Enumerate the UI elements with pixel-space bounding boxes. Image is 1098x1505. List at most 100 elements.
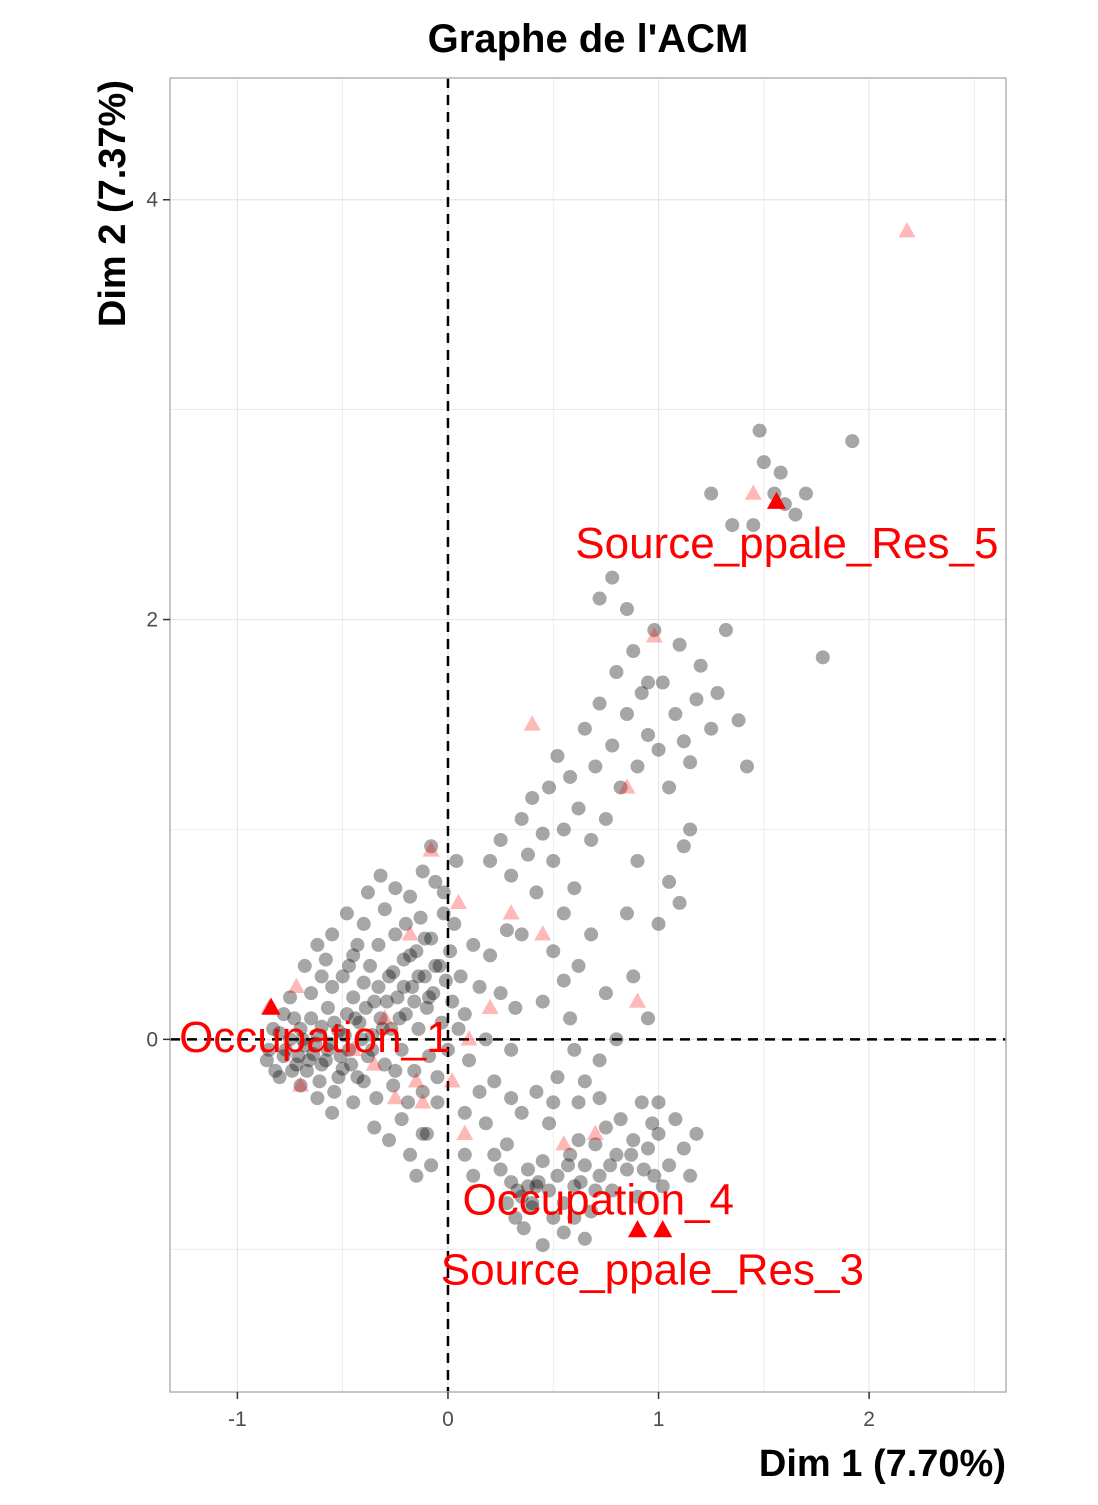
individual-point [304,986,319,1001]
individual-point [398,916,413,931]
y-tick-label: 0 [146,1028,158,1051]
individual-point [683,822,698,837]
individual-point [588,1137,603,1152]
individual-point [415,1126,430,1141]
individual-point [529,1084,544,1099]
individual-point [641,1011,656,1026]
individual-point [417,931,432,946]
individual-point [310,937,325,952]
individual-point [815,650,830,665]
individual-point [619,707,634,722]
individual-point [312,1074,327,1089]
individual-point [417,969,432,984]
individual-point [419,1000,434,1015]
individual-point [563,1147,578,1162]
plot-panel-border [169,77,1007,1393]
individual-point [430,1070,445,1085]
individual-point [546,944,561,959]
individual-point [542,780,557,795]
individual-point [291,1049,306,1064]
individual-point [641,675,656,690]
category-point [422,841,440,857]
category-point [744,484,762,500]
individual-point [630,1189,645,1204]
individual-point [428,958,443,973]
category-point [401,925,419,941]
individual-point [514,1189,529,1204]
individual-point [550,1168,565,1183]
individual-point [424,839,439,854]
individual-point [318,952,333,967]
individual-point [573,1175,588,1190]
x-tick-label: 2 [863,1408,875,1431]
individual-point [592,1091,607,1106]
individual-point [346,990,361,1005]
individual-point [325,979,340,994]
individual-point [398,1007,413,1022]
individual-point [499,1196,514,1211]
category-point [628,992,646,1008]
individual-point [504,1042,519,1057]
individual-point [651,1126,666,1141]
individual-point [563,1011,578,1026]
individual-point [634,686,649,701]
individual-point [394,1112,409,1127]
category-point [407,1072,425,1088]
individual-point [457,1147,472,1162]
individual-point [483,853,498,868]
individual-point [520,1179,535,1194]
individual-point [276,1007,291,1022]
individual-point [626,644,641,659]
individual-point [731,713,746,728]
individual-point [341,1042,356,1057]
individual-point [689,692,704,707]
individual-point [605,570,620,585]
category-point [443,1072,461,1088]
y-axis-title: Dim 2 (7.37%) [92,80,134,327]
individual-point [592,591,607,606]
individual-point [424,1158,439,1173]
individual-point [556,1196,571,1211]
individual-point [641,1141,656,1156]
individual-point [592,1168,607,1183]
individual-point [272,1070,287,1085]
individual-point [266,1021,281,1036]
individual-point [430,1095,445,1110]
individual-point [689,1126,704,1141]
individual-point [619,602,634,617]
individual-point [293,1078,308,1093]
individual-point [278,1042,293,1057]
individual-point [409,1168,424,1183]
individual-point [356,916,371,931]
category-point [481,998,499,1014]
individual-point [308,1036,323,1051]
individual-point [360,1049,375,1064]
category-point [449,893,467,910]
individual-point [514,811,529,826]
highlighted-categories: Occupation_1 Source_ppale_Res_5 Occupation… [179,491,998,1294]
individual-point [645,1116,660,1131]
individual-point [394,1042,409,1057]
individual-point [358,1000,373,1015]
individual-point [287,1011,302,1026]
individual-point [299,1063,314,1078]
individual-point [634,1095,649,1110]
individual-point [546,853,561,868]
individual-point [396,979,411,994]
individual-point [360,885,375,900]
individual-point [556,973,571,988]
individual-point [605,738,620,753]
individual-point [668,1112,683,1127]
individual-point [487,1147,502,1162]
individual-point [285,1063,300,1078]
individual-point [514,1105,529,1120]
individual-point [356,1074,371,1089]
individual-point [662,874,677,889]
individual-point [314,1019,329,1034]
individual-point [382,1133,397,1148]
individual-point [672,895,687,910]
individual-point [508,1000,523,1015]
individual-point [535,994,550,1009]
individual-point [301,1053,316,1068]
category-point [460,1030,478,1046]
